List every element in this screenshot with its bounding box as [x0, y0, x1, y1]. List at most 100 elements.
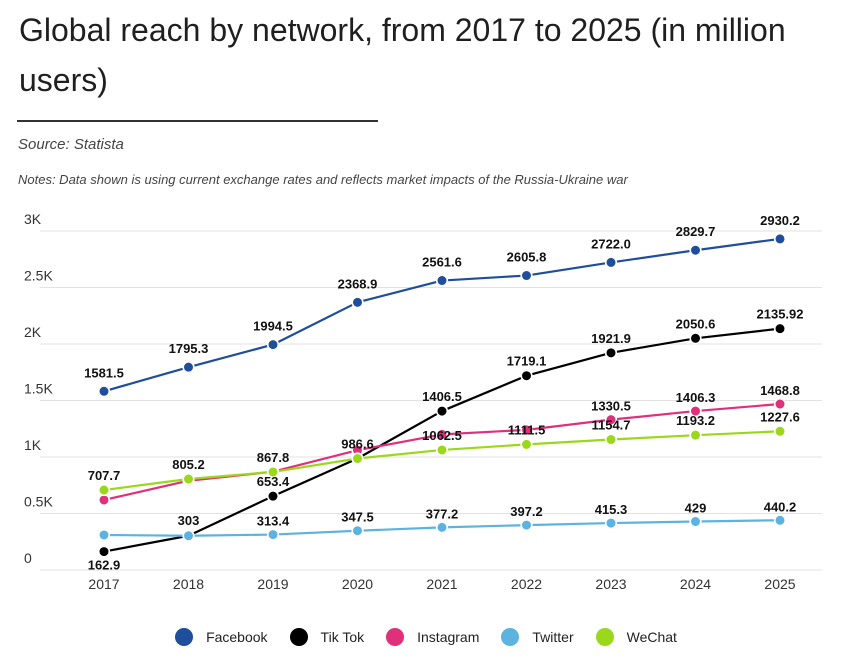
wechat-data-label: 805.2: [172, 457, 205, 472]
tiktok-point: [520, 369, 533, 382]
twitter-data-label: 415.3: [595, 502, 628, 517]
tiktok-point: [773, 322, 787, 335]
twitter-point: [351, 524, 364, 537]
legend-marker-icon: [595, 628, 614, 646]
wechat-data-label: 707.7: [88, 468, 121, 483]
instagram-point: [604, 413, 618, 426]
facebook-data-label: 2930.2: [760, 213, 800, 228]
twitter-point: [520, 519, 533, 532]
facebook-point: [182, 361, 195, 374]
wechat-point: [604, 433, 618, 446]
title-divider: [17, 120, 378, 122]
x-tick-label: 2020: [342, 576, 373, 592]
facebook-data-label: 1795.3: [169, 341, 209, 356]
twitter-point: [182, 529, 195, 542]
wechat-point: [520, 438, 533, 451]
twitter-data-label: 397.2: [510, 504, 543, 519]
legend-marker-icon: [501, 628, 520, 646]
twitter-point: [689, 515, 702, 528]
x-tick-label: 2023: [595, 576, 626, 592]
facebook-point: [604, 256, 618, 269]
instagram-point: [520, 423, 533, 436]
twitter-point: [773, 514, 787, 527]
y-tick-label: 0: [24, 550, 32, 566]
source-note: Source: Statista: [18, 136, 124, 153]
twitter-data-label: 347.5: [341, 510, 374, 525]
tiktok-data-label: 303: [178, 513, 200, 528]
tiktok-data-label: 986.6: [341, 437, 374, 452]
facebook-point: [351, 296, 364, 309]
twitter-data-label: 440.2: [764, 499, 797, 514]
x-axis-ticks: 2017 2018 2019 2020 2021 2022 2023 2024 2025: [88, 576, 795, 592]
legend-marker-icon: [175, 628, 194, 646]
twitter-data-label: 313.4: [257, 514, 290, 529]
wechat-data-label: 1062.5: [422, 428, 462, 443]
tiktok-data-label: 1921.9: [591, 331, 631, 346]
wechat-data-label: 867.8: [257, 450, 290, 465]
tiktok-point: [97, 545, 111, 558]
instagram-point: [689, 404, 702, 418]
legend-label: Twitter: [532, 629, 574, 645]
legend-label: WeChat: [626, 629, 677, 645]
tiktok-data-label: 1719.1: [507, 354, 547, 369]
wechat-point: [689, 429, 702, 442]
x-tick-label: 2022: [511, 576, 542, 592]
legend-item-tiktok[interactable]: Tik Tok: [289, 628, 365, 646]
legend-item-twitter[interactable]: Twitter: [501, 628, 574, 646]
tiktok-point: [266, 490, 280, 503]
legend-label: Tik Tok: [320, 629, 365, 645]
x-tick-label: 2021: [426, 576, 457, 592]
instagram-point: [97, 493, 111, 507]
x-tick-label: 2025: [764, 576, 795, 592]
tiktok-point: [435, 404, 449, 418]
facebook-point: [520, 269, 533, 282]
twitter-data-label: 377.2: [426, 506, 459, 521]
x-tick-label: 2024: [680, 576, 711, 592]
twitter-point: [97, 528, 111, 542]
instagram-data-label: 1330.5: [591, 399, 631, 414]
tiktok-data-label: 2135.92: [757, 307, 804, 322]
facebook-data-label: 2829.7: [676, 224, 716, 239]
instagram-point: [773, 397, 787, 411]
twitter-point: [266, 528, 280, 541]
legend-item-instagram[interactable]: Instagram: [386, 628, 479, 646]
wechat-point: [97, 483, 111, 497]
legend-item-facebook[interactable]: Facebook: [175, 628, 268, 646]
facebook-point: [97, 385, 111, 398]
tiktok-data-label: 2050.6: [676, 316, 716, 331]
instagram-data-label: 1406.3: [676, 390, 716, 405]
facebook-point: [435, 274, 449, 287]
wechat-point: [266, 465, 280, 479]
wechat-data-label: 1193.2: [676, 413, 715, 428]
chart-legend: Facebook Tik Tok Instagram Twitter WeChat: [0, 622, 852, 652]
wechat-data-label: 1111.5: [508, 422, 546, 437]
y-tick-label: 3K: [24, 211, 42, 227]
twitter-data-label: 429: [685, 501, 707, 516]
legend-label: Facebook: [206, 629, 268, 645]
facebook-data-label: 1994.5: [253, 319, 293, 334]
wechat-point: [435, 443, 449, 457]
legend-item-wechat[interactable]: WeChat: [595, 628, 677, 646]
facebook-point: [689, 244, 702, 257]
instagram-data-label: 1468.8: [760, 383, 800, 398]
facebook-data-label: 2722.0: [591, 236, 631, 251]
facebook-data-label: 2605.8: [507, 250, 547, 265]
facebook-data-label: 1581.5: [84, 365, 124, 380]
series-points: [97, 232, 787, 558]
twitter-point: [435, 521, 449, 534]
y-axis-ticks: 0 0.5K 1K 1.5K 2K 2.5K 3K: [24, 211, 53, 566]
legend-marker-icon: [289, 628, 308, 646]
y-tick-label: 1.5K: [24, 381, 53, 397]
wechat-point: [351, 452, 364, 465]
instagram-point: [435, 428, 449, 441]
grid-lines: [40, 230, 822, 571]
y-tick-label: 2.5K: [24, 268, 53, 284]
tiktok-data-label: 162.9: [88, 558, 121, 573]
chart-title: Global reach by network, from 2017 to 20…: [19, 12, 786, 98]
line-chart: 0 0.5K 1K 1.5K 2K 2.5K 3K 2017 2018 2019 2020 2021…: [24, 211, 822, 592]
tiktok-data-label: 1406.5: [422, 389, 462, 404]
facebook-data-label: 2368.9: [338, 276, 378, 291]
tiktok-data-label: 653.4: [257, 474, 290, 489]
x-tick-label: 2019: [257, 576, 288, 592]
tiktok-point: [604, 346, 618, 359]
